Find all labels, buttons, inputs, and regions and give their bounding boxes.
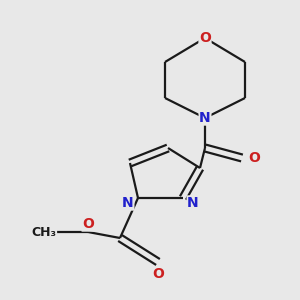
Text: N: N [199,111,211,125]
Text: N: N [122,196,134,210]
Text: O: O [152,267,164,281]
Text: N: N [187,196,199,210]
Text: O: O [248,151,260,165]
Text: O: O [199,31,211,45]
Text: CH₃: CH₃ [32,226,56,238]
Text: O: O [82,217,94,231]
